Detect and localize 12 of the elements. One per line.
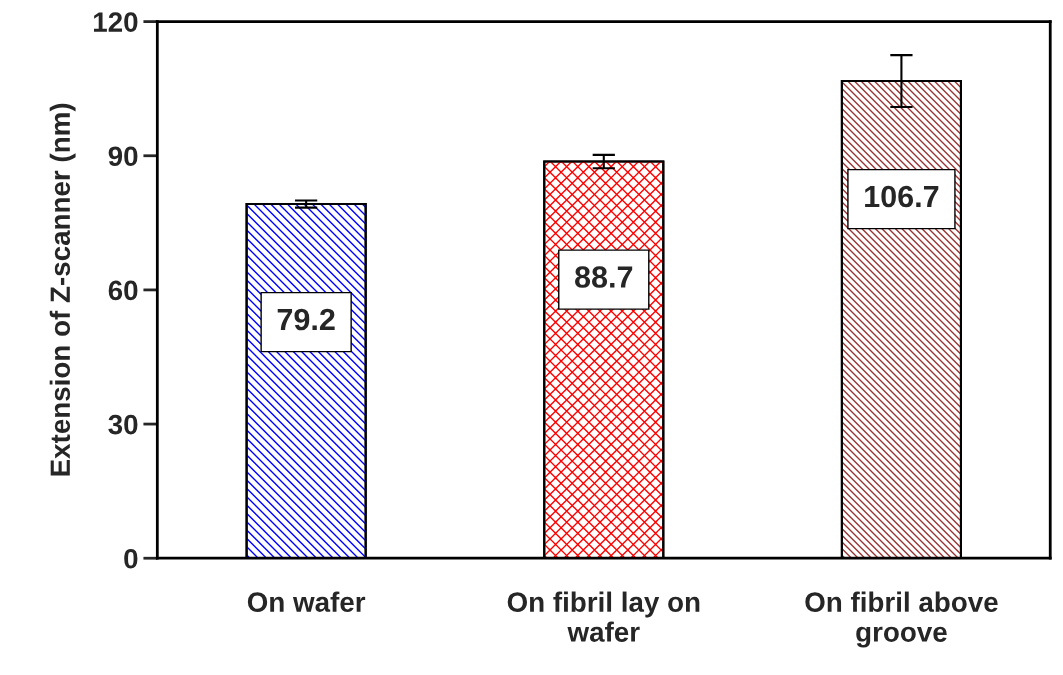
x-tick-label: On fibril lay on wafer	[507, 591, 700, 642]
y-axis-title: Extension of Z-scanner (nm)	[49, 103, 76, 476]
data-label: 79.2	[277, 308, 335, 331]
y-tick-label: 120	[93, 12, 138, 32]
y-tick-label: 60	[108, 280, 138, 301]
x-tick-label: On wafer	[247, 591, 366, 612]
y-tick-label: 30	[108, 414, 138, 435]
data-label: 106.7	[865, 185, 939, 208]
y-tick-label: 0	[124, 548, 138, 569]
x-tick-label: On fibril above groove	[805, 591, 998, 648]
data-label: 88.7	[575, 266, 633, 288]
y-tick-label: 90	[108, 146, 138, 167]
